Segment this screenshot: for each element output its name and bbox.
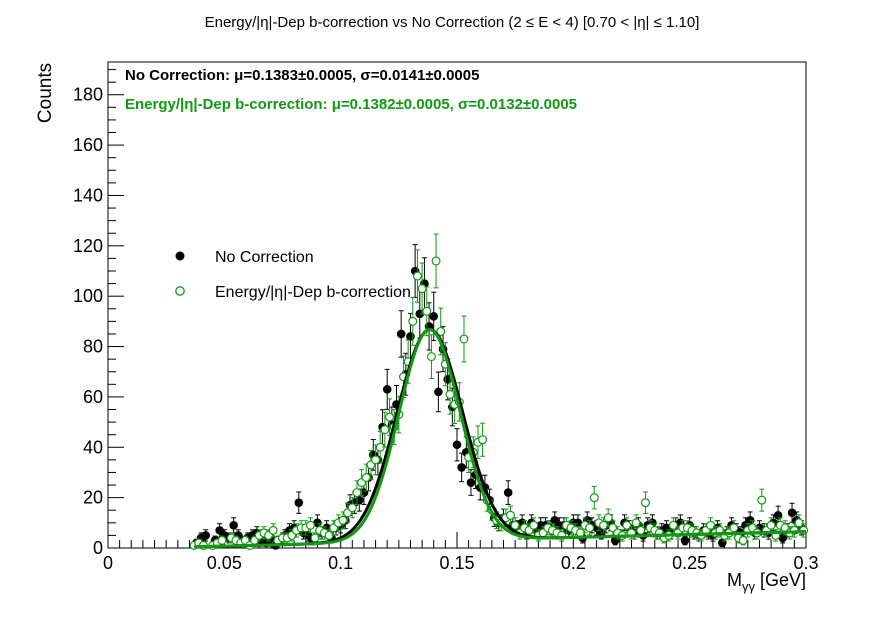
y-tick-label: 80 bbox=[83, 337, 103, 357]
x-tick-label: 0.1 bbox=[328, 553, 353, 573]
y-tick-label: 120 bbox=[73, 236, 103, 256]
legend-marker-no-correction bbox=[175, 251, 185, 261]
legend-label-no-correction: No Correction bbox=[215, 249, 314, 266]
data-point bbox=[229, 521, 238, 530]
data-point bbox=[459, 334, 469, 344]
series-1 bbox=[189, 233, 809, 550]
data-point bbox=[757, 495, 767, 505]
data-point bbox=[452, 440, 462, 450]
y-axis: 0 20 40 60 80 100 120 140 160 180 bbox=[73, 69, 124, 558]
data-point bbox=[305, 520, 315, 530]
x-axis-label-unit: [GeV] bbox=[755, 570, 806, 590]
data-point bbox=[585, 523, 595, 533]
data-point bbox=[506, 510, 516, 520]
legend-label-b-correction: Energy/|η|-Dep b-correction bbox=[215, 284, 411, 301]
series-layer bbox=[189, 233, 809, 550]
data-point bbox=[457, 463, 466, 472]
y-tick-label: 140 bbox=[73, 185, 103, 205]
data-point bbox=[717, 538, 727, 548]
y-tick-label: 0 bbox=[93, 538, 103, 558]
data-point bbox=[294, 498, 304, 507]
data-point bbox=[429, 312, 439, 321]
data-point bbox=[631, 518, 641, 528]
data-point bbox=[417, 284, 427, 294]
legend-marker-b-correction bbox=[175, 286, 185, 296]
y-tick-label: 20 bbox=[83, 488, 103, 508]
data-point bbox=[408, 316, 418, 326]
data-point bbox=[599, 520, 609, 530]
annotation-no-correction: No Correction: μ=0.1383±0.0005, σ=0.0141… bbox=[125, 67, 479, 84]
data-point bbox=[680, 536, 690, 545]
x-tick-label: 0.25 bbox=[672, 553, 707, 573]
x-tick-label: 0.2 bbox=[561, 553, 586, 573]
data-point bbox=[217, 535, 227, 545]
x-axis: 0 0.05 0.1 0.15 0.2 0.25 0.3 bbox=[103, 532, 819, 573]
data-point bbox=[529, 520, 539, 530]
data-point bbox=[503, 488, 513, 497]
plot-frame bbox=[107, 61, 807, 549]
x-tick-label: 0.3 bbox=[793, 553, 818, 573]
data-point bbox=[434, 387, 443, 397]
data-point bbox=[310, 533, 320, 543]
data-point bbox=[466, 478, 476, 487]
data-point bbox=[201, 531, 211, 540]
y-tick-label: 40 bbox=[83, 437, 103, 457]
data-point bbox=[347, 503, 357, 513]
data-point bbox=[426, 352, 436, 362]
data-point bbox=[706, 520, 716, 530]
data-point bbox=[640, 498, 650, 508]
x-tick-label: 0.15 bbox=[439, 553, 474, 573]
data-point bbox=[787, 508, 797, 518]
data-point bbox=[778, 533, 788, 543]
data-point bbox=[431, 256, 441, 266]
x-axis-label-main: M bbox=[727, 570, 742, 590]
data-point bbox=[352, 488, 362, 498]
data-point bbox=[668, 520, 678, 530]
data-point bbox=[766, 520, 776, 530]
data-point bbox=[268, 525, 278, 535]
data-point bbox=[412, 271, 422, 281]
data-point bbox=[385, 412, 395, 422]
chart-title: Energy/|η|-Dep b-correction vs No Correc… bbox=[205, 14, 700, 31]
y-tick-label: 100 bbox=[73, 286, 103, 306]
y-axis-label: Counts bbox=[35, 63, 56, 123]
data-point bbox=[396, 329, 406, 339]
data-point bbox=[636, 525, 646, 535]
data-point bbox=[422, 306, 432, 316]
data-point bbox=[738, 535, 748, 545]
x-tick-label: 0.05 bbox=[207, 553, 242, 573]
data-point bbox=[354, 495, 364, 505]
data-point bbox=[371, 455, 381, 465]
data-point bbox=[622, 520, 632, 530]
data-point bbox=[445, 389, 455, 399]
x-axis-label-sub: γγ bbox=[742, 579, 756, 594]
data-point bbox=[380, 425, 390, 435]
data-point bbox=[382, 385, 392, 394]
legend: No Correction Energy/|η|-Dep b-correctio… bbox=[175, 249, 411, 301]
annotation-b-correction: Energy/|η|-Dep b-correction: μ=0.1382±0.… bbox=[125, 96, 577, 113]
data-point bbox=[361, 472, 371, 482]
data-point bbox=[478, 435, 488, 445]
data-point bbox=[406, 332, 415, 341]
data-point bbox=[436, 326, 446, 336]
data-point bbox=[603, 513, 613, 523]
x-tick-label: 0 bbox=[103, 553, 113, 573]
y-tick-label: 160 bbox=[73, 135, 103, 155]
data-point bbox=[729, 523, 739, 533]
y-tick-label: 60 bbox=[83, 387, 103, 407]
x-axis-label: Mγγ [GeV] bbox=[727, 570, 806, 594]
data-point bbox=[794, 518, 804, 528]
fit-curve-1 bbox=[194, 328, 807, 549]
data-point bbox=[510, 520, 520, 530]
data-point bbox=[338, 515, 348, 525]
data-point bbox=[589, 493, 599, 503]
y-tick-label: 180 bbox=[73, 85, 103, 105]
